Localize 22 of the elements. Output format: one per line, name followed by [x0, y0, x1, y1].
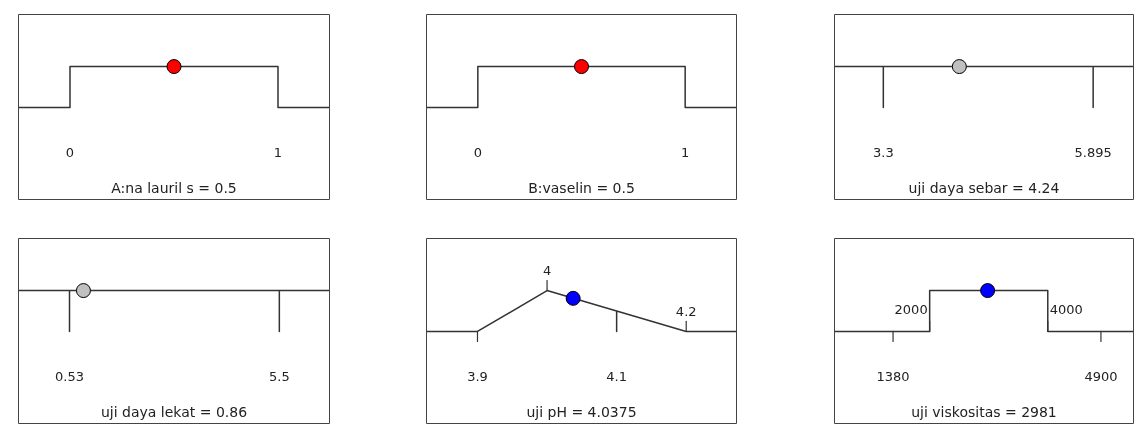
x-axis-title: uji daya lekat = 0.86 — [100, 404, 248, 421]
x-tick-label: 5.5 — [268, 369, 290, 385]
annotation: 4.2 — [675, 304, 697, 320]
annotation: 4 — [542, 263, 552, 279]
x-axis-title: uji pH = 4.0375 — [526, 404, 637, 421]
x-axis-title: uji daya sebar = 4.24 — [908, 180, 1060, 197]
x-tick-label: 0 — [65, 145, 75, 161]
annotation: 4000 — [1049, 302, 1083, 318]
x-tick-label: 0.53 — [55, 369, 84, 385]
x-axis-title: uji viskositas = 2981 — [911, 404, 1057, 421]
x-axis-title: A:na lauril s = 0.5 — [111, 180, 237, 197]
x-axis-title: B:vaselin = 0.5 — [528, 180, 635, 197]
x-tick-label: 0 — [473, 145, 482, 161]
x-tick-label: 5.895 — [1074, 145, 1112, 161]
annotation: 2000 — [894, 302, 928, 318]
x-tick-label: 4900 — [1084, 369, 1118, 385]
x-tick-label: 3.3 — [872, 145, 894, 161]
x-tick-label: 3.9 — [467, 369, 488, 385]
x-tick-label: 1 — [273, 145, 283, 161]
x-tick-label: 1 — [681, 145, 690, 161]
x-tick-label: 4.1 — [606, 369, 627, 385]
x-tick-label: 1380 — [876, 369, 910, 385]
